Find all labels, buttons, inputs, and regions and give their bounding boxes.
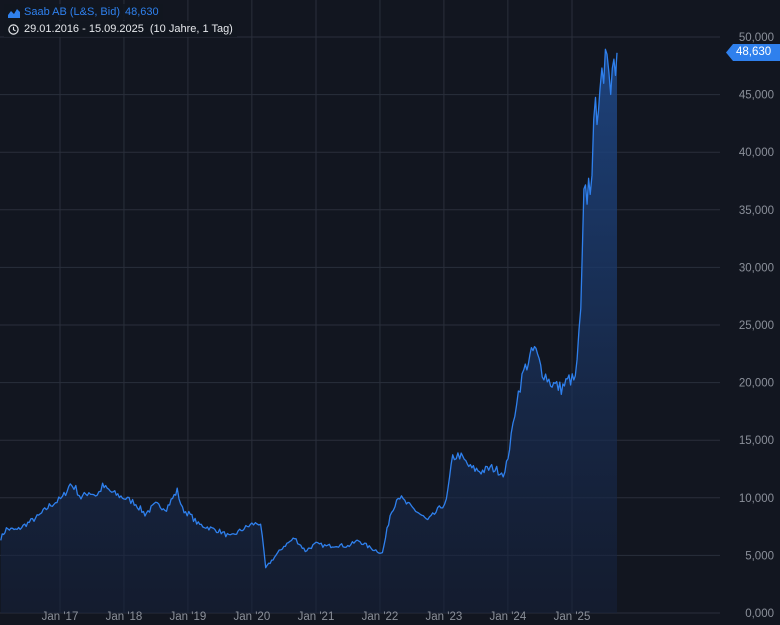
x-tick-label: Jan '19 [170,611,207,623]
x-tick-label: Jan '18 [106,611,143,623]
y-tick-label: 35,000 [739,205,774,217]
x-tick-label: Jan '17 [42,611,79,623]
date-range-row[interactable]: 29.01.2016 - 15.09.2025 (10 Jahre, 1 Tag… [4,21,237,37]
chart-legend: Saab AB (L&S, Bid) 48,630 29.01.2016 - 1… [4,4,237,37]
y-tick-label: 5,000 [745,550,774,562]
range-description: (10 Jahre, 1 Tag) [149,23,233,35]
series-value: 48,630 [125,6,159,18]
x-tick-label: Jan '22 [362,611,399,623]
series-name: Saab AB (L&S, Bid) [24,6,120,18]
x-axis-labels: Jan '17 Jan '18 Jan '19 Jan '20 Jan '21 Jan '… [42,611,591,623]
clock-icon [8,23,19,35]
x-tick-label: Jan '23 [426,611,463,623]
y-tick-label: 50,000 [739,32,774,44]
y-tick-label: 0,000 [745,608,774,620]
y-tick-label: 45,000 [739,90,774,102]
x-tick-label: Jan '24 [490,611,527,623]
y-tick-label: 25,000 [739,320,774,332]
y-tick-label: 15,000 [739,435,774,447]
y-tick-label: 20,000 [739,378,774,390]
price-area-fill [0,49,618,614]
x-tick-label: Jan '20 [234,611,271,623]
y-tick-label: 10,000 [739,493,774,505]
y-tick-label: 30,000 [739,262,774,274]
y-axis-labels: 0,000 5,000 10,000 15,000 20,000 25,000 30,000… [739,32,774,620]
price-line[interactable] [0,48,618,569]
area-chart-icon [8,7,20,18]
last-price-badge: 48,630 [726,44,780,62]
y-tick-label: 40,000 [739,147,774,159]
x-tick-label: Jan '25 [554,611,591,623]
x-tick-label: Jan '21 [298,611,335,623]
series-legend-row[interactable]: Saab AB (L&S, Bid) 48,630 [4,4,163,20]
last-price-label: 48,630 [736,46,772,59]
date-range: 29.01.2016 - 15.09.2025 [24,23,144,35]
